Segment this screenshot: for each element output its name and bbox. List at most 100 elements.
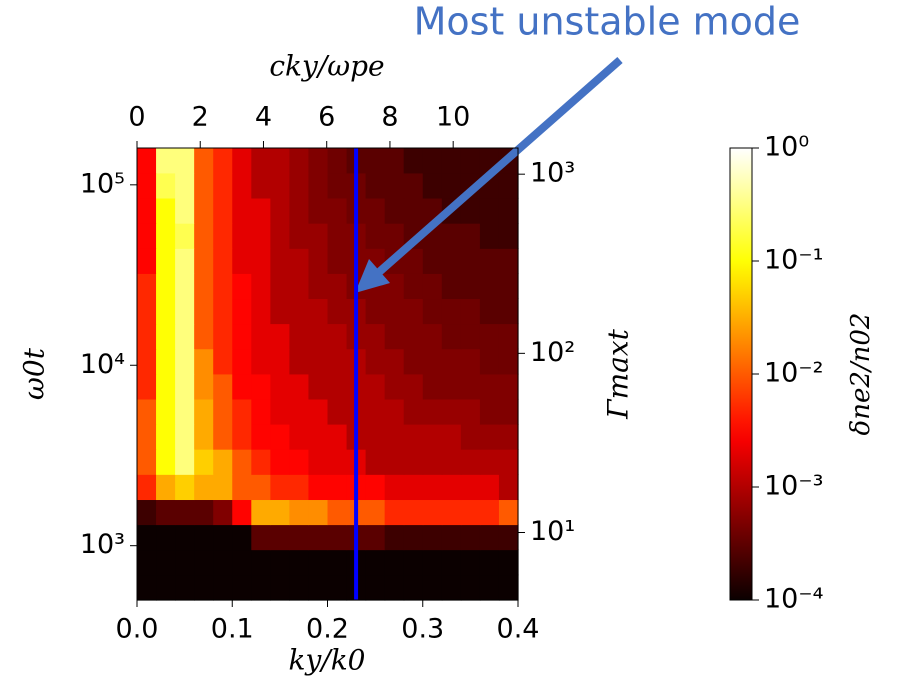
heatmap-cell — [251, 223, 271, 249]
heatmap-cell — [194, 373, 214, 400]
heatmap-cell — [403, 172, 424, 199]
x2-tick-label: 2 — [192, 102, 209, 133]
heatmap-cell — [479, 298, 500, 325]
heatmap-cell — [327, 474, 348, 501]
heatmap-cell — [270, 423, 290, 450]
heatmap-cell — [175, 298, 195, 325]
y-axis-label: ω0t — [18, 347, 51, 400]
heatmap-cell — [498, 524, 519, 551]
heatmap-cell — [213, 423, 233, 450]
heatmap-cell — [422, 474, 443, 501]
heatmap-cell — [308, 423, 329, 450]
heatmap-cell — [384, 148, 405, 174]
heatmap-cell — [327, 574, 348, 601]
heatmap-cell — [441, 423, 462, 450]
heatmap-cell — [232, 499, 252, 526]
y2-axis-label: Γmaxt — [602, 328, 635, 419]
heatmap-cell — [213, 172, 233, 199]
heatmap-cell — [194, 348, 214, 375]
heatmap-cell — [308, 474, 329, 501]
x2-tick-label: 8 — [381, 102, 398, 133]
heatmap-cell — [175, 348, 195, 375]
heatmap-cell — [403, 499, 424, 526]
heatmap-cell — [384, 323, 405, 350]
heatmap-cell — [441, 148, 462, 174]
heatmap-cell — [175, 449, 195, 475]
heatmap-cell — [137, 474, 157, 501]
heatmap-cell — [460, 524, 481, 551]
heatmap-cell — [194, 549, 214, 576]
heatmap-cell — [308, 574, 329, 601]
heatmap-cell — [194, 323, 214, 350]
x2-tick-label: 6 — [318, 102, 335, 133]
colorbar-tick-label: 10⁻¹ — [764, 245, 823, 276]
heatmap-cell — [194, 524, 214, 551]
heatmap-cell — [175, 474, 195, 501]
heatmap-cell — [194, 474, 214, 501]
colorbar-tick-label: 10⁻⁴ — [764, 584, 823, 615]
heatmap-cell — [232, 248, 252, 274]
heatmap-cell — [137, 248, 157, 274]
heatmap-cell — [365, 148, 386, 174]
heatmap-cell — [403, 423, 424, 450]
heatmap-cell — [498, 549, 519, 576]
heatmap-cell — [270, 398, 290, 425]
heatmap-cell — [422, 499, 443, 526]
heatmap-cell — [194, 197, 214, 224]
heatmap-cell — [137, 148, 157, 174]
heatmap-cell — [175, 524, 195, 551]
heatmap-cell — [479, 197, 500, 224]
heatmap-cell — [365, 549, 386, 576]
heatmap-cell — [308, 449, 329, 475]
heatmap-cell — [498, 197, 519, 224]
heatmap-cell — [308, 248, 329, 274]
heatmap-cell — [194, 423, 214, 450]
heatmap-cell — [403, 449, 424, 475]
heatmap-cell — [365, 298, 386, 325]
heatmap-cell — [251, 172, 271, 199]
heatmap-cell — [232, 323, 252, 350]
heatmap-cell — [251, 574, 271, 601]
heatmap-cell — [460, 474, 481, 501]
heatmap-cell — [479, 248, 500, 274]
heatmap-cell — [422, 323, 443, 350]
heatmap-cell — [175, 172, 195, 199]
heatmap-cell — [156, 524, 176, 551]
heatmap-cell — [308, 223, 329, 249]
heatmap-cell — [175, 273, 195, 300]
heatmap-cell — [441, 373, 462, 400]
heatmap-cell — [498, 223, 519, 249]
heatmap-cell — [441, 273, 462, 300]
heatmap-cell — [403, 574, 424, 601]
heatmap-cell — [384, 499, 405, 526]
heatmap-cell — [384, 273, 405, 300]
x-tick-label: 0.1 — [211, 614, 254, 645]
heatmap-cell — [384, 298, 405, 325]
heatmap-cell — [270, 248, 290, 274]
heatmap-cell — [460, 148, 481, 174]
heatmap-cell — [327, 223, 348, 249]
y2-tick-label: 10² — [530, 337, 575, 368]
heatmap-cell — [498, 273, 519, 300]
heatmap-cell — [327, 248, 348, 274]
heatmap-cell — [479, 273, 500, 300]
heatmap-cell — [270, 373, 290, 400]
colorbar-label: δne2/n02 — [846, 313, 876, 436]
heatmap-cell — [213, 499, 233, 526]
heatmap-cell — [137, 423, 157, 450]
heatmap-cell — [213, 474, 233, 501]
heatmap-cell — [289, 348, 310, 375]
heatmap-cell — [460, 298, 481, 325]
heatmap-cell — [213, 524, 233, 551]
heatmap-cell — [327, 524, 348, 551]
heatmap-cell — [270, 348, 290, 375]
heatmap-cell — [251, 148, 271, 174]
heatmap-cell — [289, 524, 310, 551]
heatmap-cell — [460, 423, 481, 450]
heatmap-cell — [422, 348, 443, 375]
heatmap-cell — [365, 398, 386, 425]
heatmap-cell — [156, 423, 176, 450]
heatmap-cell — [327, 323, 348, 350]
heatmap-cell — [460, 449, 481, 475]
heatmap-cell — [384, 348, 405, 375]
